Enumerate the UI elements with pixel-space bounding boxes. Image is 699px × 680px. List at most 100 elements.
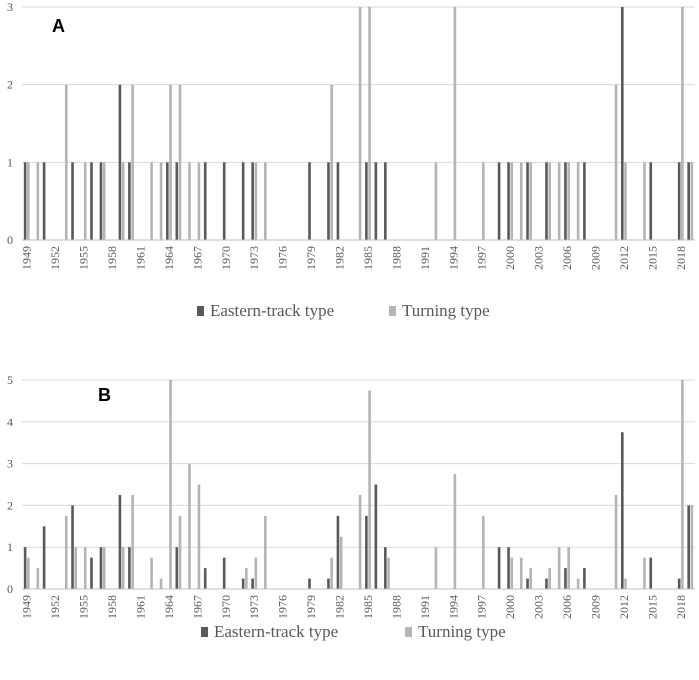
x-tick-label: 1967 (190, 595, 204, 619)
bar-eastern-track-2004 (545, 578, 548, 589)
bar-eastern-track-1979 (308, 162, 311, 240)
bar-turning-1949 (27, 557, 30, 589)
y-tick-label: 2 (7, 498, 13, 512)
bar-eastern-track-2015 (649, 162, 653, 240)
bar-eastern-track-1954 (71, 505, 74, 589)
bar-turning-2014 (643, 557, 646, 589)
bar-eastern-track-1959 (118, 494, 122, 589)
legend-swatch-turning (389, 306, 396, 316)
x-tick-label: 1958 (105, 246, 119, 270)
bar-eastern-track-2000 (507, 547, 510, 589)
bar-turning-2002 (529, 568, 533, 589)
x-tick-label: 1961 (133, 595, 147, 619)
bar-eastern-track-1985 (365, 162, 368, 240)
bar-turning-1967 (197, 484, 201, 589)
bar-turning-2007 (576, 162, 580, 240)
bar-turning-2000 (510, 557, 514, 589)
y-tick-label: 1 (7, 540, 13, 554)
x-tick-label: 1952 (48, 246, 62, 270)
bar-turning-1950 (36, 162, 40, 240)
panel-label: B (98, 385, 111, 405)
bar-eastern-track-2006 (564, 162, 567, 240)
bar-eastern-track-1979 (308, 578, 311, 589)
bar-eastern-track-1973 (251, 162, 254, 240)
bar-turning-1994 (453, 7, 457, 240)
bar-turning-2004 (548, 162, 551, 240)
bar-eastern-track-2006 (564, 568, 567, 589)
bar-eastern-track-2002 (526, 162, 529, 240)
bar-turning-2012 (624, 578, 627, 589)
bar-eastern-track-1972 (241, 578, 245, 589)
y-tick-label: 0 (7, 233, 13, 247)
x-tick-label: 1976 (276, 595, 290, 619)
bar-eastern-track-1973 (251, 578, 254, 589)
bar-turning-1985 (368, 390, 371, 589)
x-tick-label: 2000 (503, 246, 517, 270)
y-tick-label: 3 (7, 457, 13, 471)
x-tick-label: 1982 (333, 595, 347, 619)
chart-panel-b: 0 1 2 3 4 5 1949 1952 1955 1958 1961 1964 1967 1970 19… (7, 373, 695, 641)
x-tick-label: 1970 (219, 246, 233, 270)
bar-eastern-track-1965 (175, 162, 179, 240)
bar-turning-1997 (482, 162, 485, 240)
x-tick-label: 1994 (446, 595, 460, 619)
bar-turning-1963 (159, 578, 163, 589)
bar-eastern-track-1985 (365, 515, 368, 589)
x-tick-label: 1988 (389, 246, 403, 270)
bar-turning-2005 (557, 547, 561, 589)
bar-turning-1994 (453, 474, 457, 589)
bar-turning-2001 (519, 162, 523, 240)
bar-turning-1962 (150, 162, 153, 240)
legend-label-eastern-track: Eastern-track type (210, 301, 334, 320)
x-tick-label: 1997 (475, 595, 489, 619)
bar-eastern-track-1949 (23, 162, 27, 240)
bar-eastern-track-2019 (687, 505, 690, 589)
bar-turning-1987 (387, 557, 390, 589)
bar-eastern-track-1968 (203, 568, 207, 589)
bar-eastern-track-2015 (649, 557, 653, 589)
bar-eastern-track-1999 (497, 547, 501, 589)
x-tick-label: 1973 (247, 246, 261, 270)
bar-turning-1973 (254, 162, 258, 240)
bar-turning-1966 (188, 162, 191, 240)
bar-turning-1974 (264, 515, 267, 589)
bar-turning-2019 (690, 505, 694, 589)
bar-turning-1984 (358, 7, 362, 240)
bar-eastern-track-1960 (128, 162, 131, 240)
bar-eastern-track-2002 (526, 578, 529, 589)
x-tick-label: 2018 (674, 595, 688, 619)
bar-turning-2018 (681, 380, 684, 589)
bar-turning-1957 (102, 162, 106, 240)
bar-eastern-track-1951 (42, 526, 46, 589)
bar-turning-1964 (169, 380, 172, 589)
bar-turning-1985 (368, 7, 371, 240)
bar-eastern-track-1970 (222, 162, 226, 240)
legend-swatch-eastern-track (201, 627, 208, 637)
legend-label-eastern-track: Eastern-track type (214, 622, 338, 641)
bar-eastern-track-1951 (42, 162, 46, 240)
chart-panel-a: 0 1 2 3 1949 1952 1955 1958 1961 1964 1967 1970 1973… (7, 0, 695, 320)
bar-turning-2001 (519, 557, 523, 589)
legend-swatch-eastern-track (197, 306, 204, 316)
bar-turning-1955 (83, 547, 87, 589)
bar-turning-2007 (576, 578, 580, 589)
legend-label-turning: Turning type (418, 622, 506, 641)
x-tick-label: 1949 (20, 595, 34, 619)
x-tick-label: 2006 (560, 595, 574, 619)
x-tick-label: 1991 (418, 246, 432, 270)
bar-eastern-track-1964 (166, 162, 169, 240)
x-tick-label: 2000 (503, 595, 517, 619)
bar-turning-2006 (567, 547, 570, 589)
bar-eastern-track-1957 (99, 162, 103, 240)
x-tick-label: 1970 (219, 595, 233, 619)
x-tick-label: 2012 (617, 246, 631, 270)
x-tick-label: 1979 (304, 246, 318, 270)
bar-turning-1949 (27, 162, 30, 240)
bar-turning-1964 (169, 84, 172, 241)
bar-turning-2014 (643, 162, 646, 240)
y-tick-label: 4 (7, 415, 13, 429)
x-tick-label: 1955 (77, 595, 91, 619)
bar-turning-2011 (614, 494, 618, 589)
